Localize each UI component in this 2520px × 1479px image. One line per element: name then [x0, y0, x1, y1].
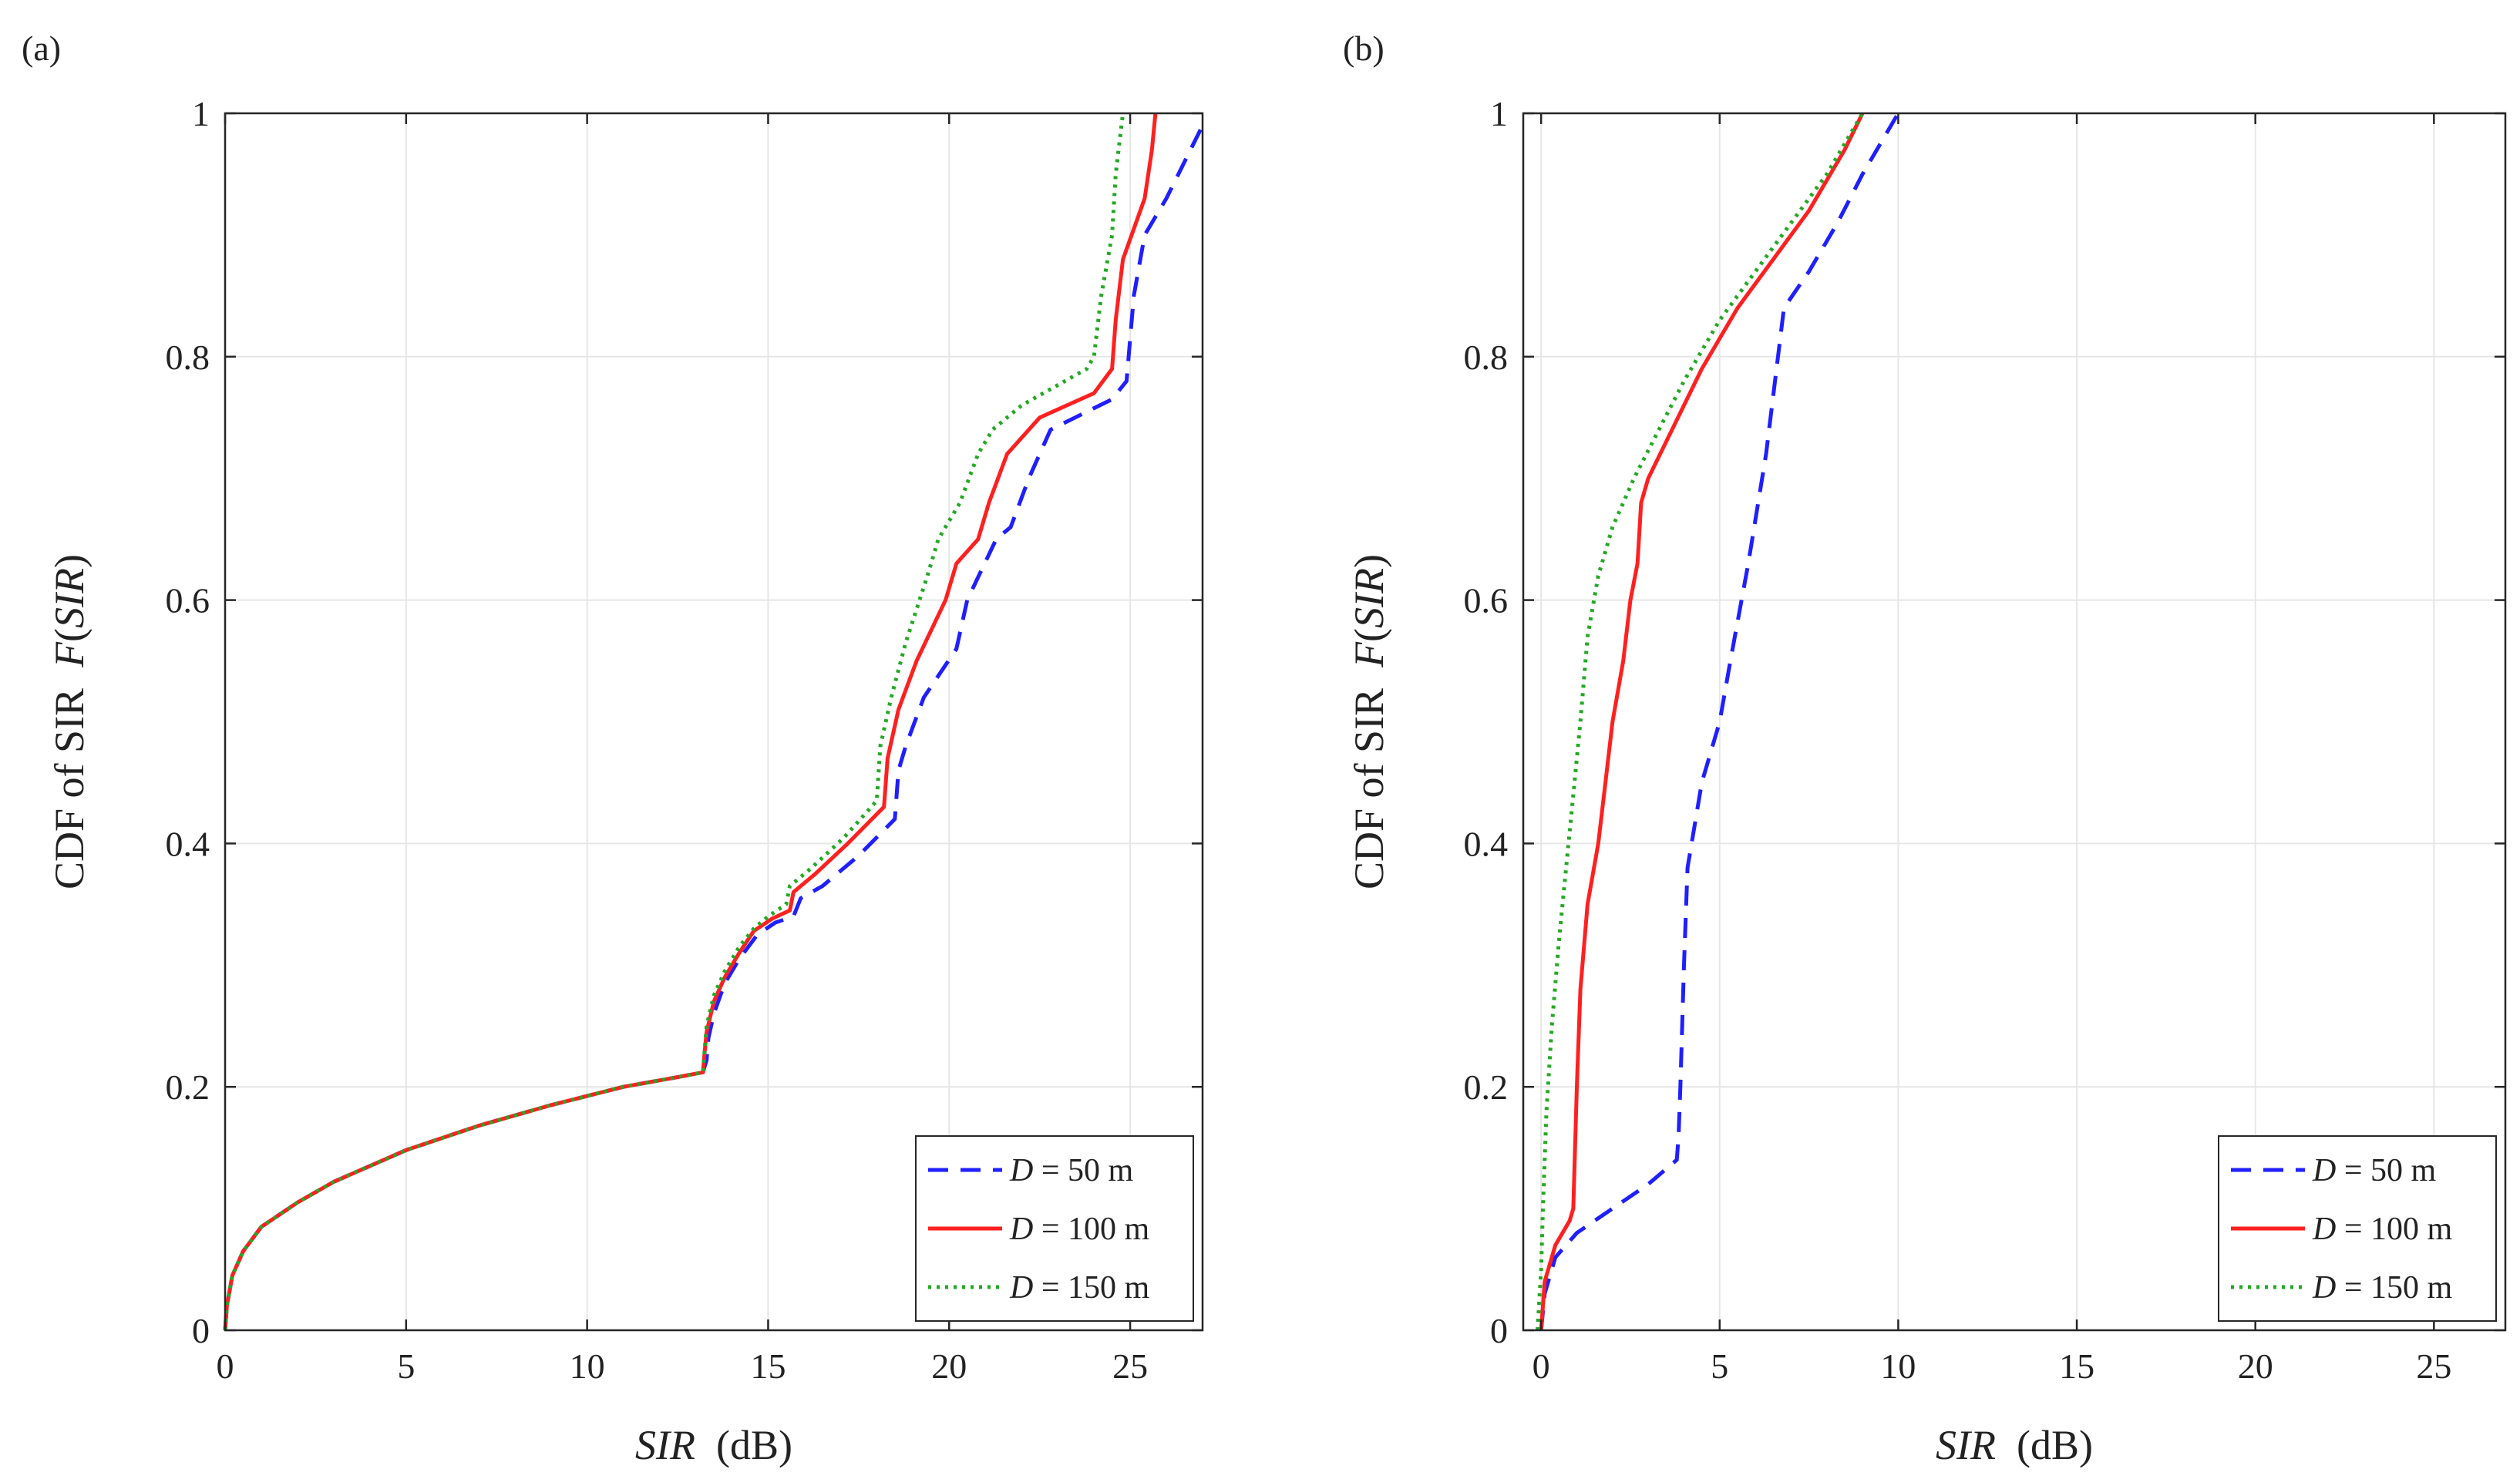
panel-label: (b): [1343, 29, 1384, 68]
y-tick-label: 0.8: [1464, 338, 1509, 377]
series-line: [223, 113, 1158, 1331]
series-line: [1539, 112, 1865, 1331]
y-tick-label: 0.8: [166, 338, 210, 377]
y-tick-label: 0: [192, 1311, 210, 1350]
series-line: [1536, 112, 1865, 1331]
x-tick-label: 5: [397, 1346, 415, 1386]
legend-entry: D = 50 m: [2312, 1153, 2437, 1188]
panel-label: (a): [22, 29, 61, 68]
legend: D = 50 m D = 100 m D = 150 m: [915, 1135, 1194, 1322]
x-tick-label: 15: [750, 1346, 786, 1386]
series-line: [1539, 112, 1900, 1331]
x-tick-label: 25: [1112, 1346, 1148, 1386]
y-tick-label: 0.2: [1464, 1067, 1509, 1107]
x-axis-label: SIR (dB): [1936, 1422, 2093, 1468]
y-axis-label: CDF of SIR F(SIR): [1346, 554, 1392, 889]
y-tick-label: 0.6: [1464, 581, 1509, 620]
legend-entry: D = 100 m: [1009, 1212, 1150, 1247]
x-tick-label: 5: [1711, 1346, 1728, 1386]
axes-frame: [224, 112, 1204, 1332]
legend-entry: D = 150 m: [2312, 1270, 2453, 1306]
x-tick-label: 10: [1880, 1346, 1916, 1386]
x-tick-label: 20: [2238, 1346, 2273, 1386]
x-tick-label: 20: [931, 1346, 967, 1386]
x-tick-label: 10: [570, 1346, 605, 1386]
legend-entry: D = 100 m: [2312, 1212, 2453, 1247]
legend-entry: D = 150 m: [1009, 1270, 1150, 1306]
y-tick-label: 0.4: [166, 824, 210, 863]
y-tick-label: 1: [1490, 94, 1508, 133]
panel-b: (b) 0 5 10 15 20 25 0 0.2 0.4 0.6 0.8 1 SIR (dB) CDF o…: [1343, 29, 2507, 1468]
axes-frame: [1522, 112, 2507, 1332]
y-axis-label: CDF of SIR F(SIR): [46, 554, 93, 889]
panel-a: (a) 0 5 10 15 20 25 0 0.2 0.4 0.6 0.8 1 SIR (dB) CDF o…: [22, 29, 1205, 1468]
y-tick-label: 0.6: [166, 581, 210, 620]
x-axis-label: SIR (dB): [635, 1422, 792, 1468]
x-tick-label: 0: [217, 1346, 234, 1386]
x-tick-label: 25: [2416, 1346, 2451, 1386]
y-tick-label: 0.4: [1464, 824, 1509, 863]
x-tick-label: 15: [2059, 1346, 2094, 1386]
y-tick-label: 0: [1490, 1311, 1508, 1350]
legend: D = 50 m D = 100 m D = 150 m: [2218, 1135, 2497, 1322]
x-tick-label: 0: [1533, 1346, 1550, 1386]
legend-entry: D = 50 m: [1009, 1153, 1134, 1188]
series-line: [223, 113, 1125, 1331]
y-tick-label: 0.2: [166, 1067, 210, 1107]
y-tick-label: 1: [192, 94, 210, 133]
